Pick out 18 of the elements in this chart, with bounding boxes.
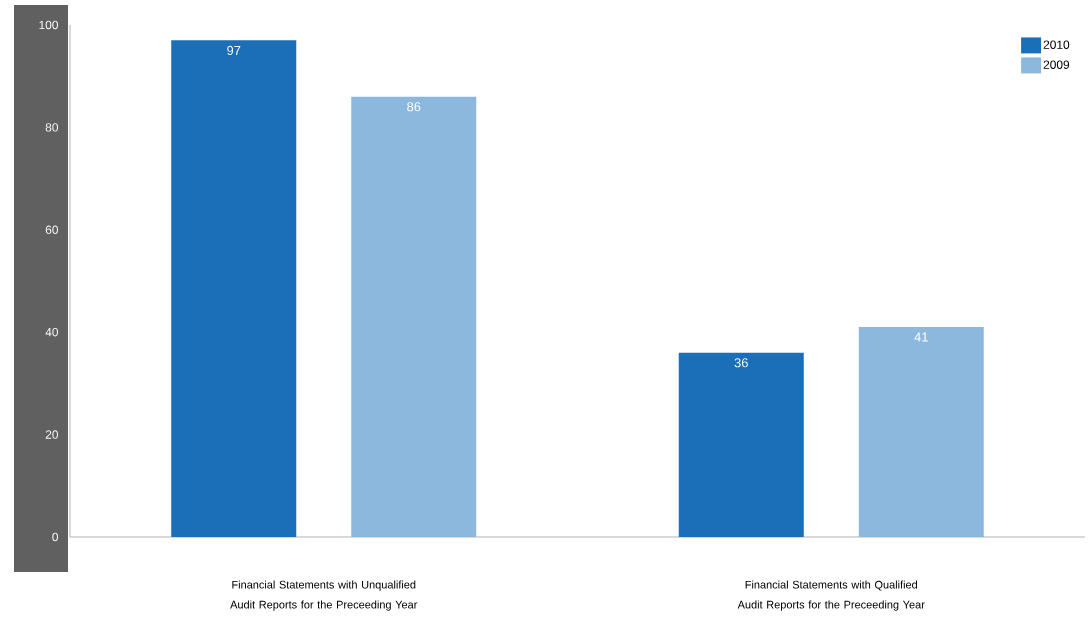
bar <box>678 352 804 537</box>
data-label: 86 <box>407 102 421 112</box>
data-label: 41 <box>914 332 928 342</box>
data-label: 36 <box>734 358 748 368</box>
bar <box>858 327 984 537</box>
y-tick-label: 0 <box>52 532 59 542</box>
y-tick-label: 40 <box>45 327 59 337</box>
y-tick-label: 100 <box>39 20 59 30</box>
legend-label: 2010 <box>1043 40 1070 49</box>
x-tick-label: Financial Statements with Qualified Audit Reports for the Preceeding Year <box>737 580 925 611</box>
legend-label: 2009 <box>1043 60 1070 69</box>
bar <box>351 96 477 537</box>
data-label: 97 <box>227 45 241 56</box>
bar <box>171 40 297 537</box>
y-tick-label: 20 <box>45 430 59 439</box>
y-tick-label: 60 <box>45 225 59 235</box>
y-tick-label: 80 <box>45 123 59 132</box>
x-tick-label: Financial Statements with Unqualified Audit Reports for the Preceeding Year <box>230 580 418 611</box>
